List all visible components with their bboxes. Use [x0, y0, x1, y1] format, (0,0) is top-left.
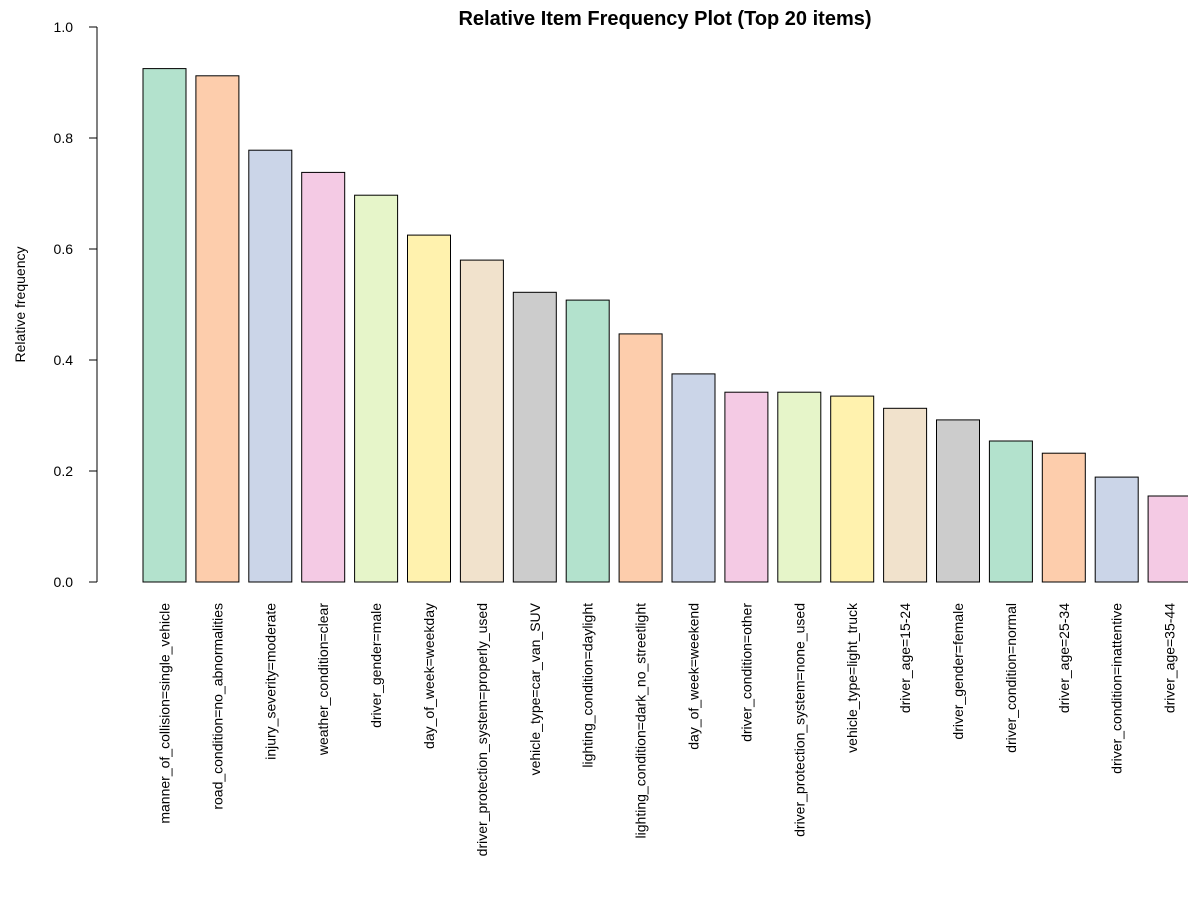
bar [565, 299, 610, 583]
x-category-label: day_of_week=weekend [686, 603, 702, 750]
x-category-label: vehicle_type=car_van_SUV [527, 602, 543, 775]
x-category-label: lighting_condition=daylight [580, 603, 596, 768]
bar [988, 440, 1033, 583]
y-tick-label: 0.6 [54, 241, 74, 257]
x-category-label: driver_gender=male [368, 603, 384, 728]
bar [1041, 452, 1086, 583]
x-category-label: driver_condition=inattentive [1109, 603, 1125, 774]
x-category-label: driver_condition=other [738, 603, 754, 742]
y-tick-label: 0.0 [54, 574, 74, 590]
bar [724, 391, 769, 583]
bar [830, 395, 875, 583]
x-category-label: driver_age=25-34 [1056, 603, 1072, 713]
bars-group [142, 68, 1188, 583]
x-category-label: day_of_week=weekday [421, 603, 437, 749]
bar [459, 259, 504, 583]
chart-title: Relative Item Frequency Plot (Top 20 ite… [458, 8, 871, 30]
y-tick-label: 1.0 [54, 19, 74, 35]
x-category-label: driver_protection_system=properly_used [474, 603, 490, 856]
bar [248, 149, 293, 583]
bar [671, 373, 716, 583]
x-category-label: driver_condition=normal [1003, 603, 1019, 753]
bar [142, 68, 187, 583]
x-category-label: driver_gender=female [950, 603, 966, 740]
bar [936, 419, 980, 583]
x-category-label: injury_severity=moderate [262, 603, 278, 760]
bar [195, 75, 240, 583]
bar [618, 333, 663, 583]
x-category-label: road_condition=no_abnormalities [209, 603, 225, 810]
bar [883, 407, 928, 583]
bar [1147, 495, 1188, 583]
x-category-label: weather_condition=clear [315, 603, 331, 756]
y-axis-label: Relative frequency [12, 247, 28, 363]
x-category-label: manner_of_collision=single_vehicle [157, 603, 173, 824]
bar [407, 234, 451, 583]
bar [777, 391, 822, 583]
y-tick-label: 0.2 [54, 463, 74, 479]
x-category-label: lighting_condition=dark_no_streetlight [633, 603, 649, 839]
y-tick-label: 0.8 [54, 130, 74, 146]
bar [354, 194, 399, 583]
y-tick-label: 0.4 [54, 352, 74, 368]
x-category-label: driver_age=15-24 [897, 603, 913, 713]
x-category-label: driver_age=35-44 [1162, 603, 1178, 713]
x-category-label: vehicle_type=light_truck [844, 602, 860, 753]
bar [1094, 476, 1139, 583]
bar [512, 291, 557, 583]
bar [301, 171, 346, 583]
category-labels-group: manner_of_collision=single_vehicle road_c… [157, 602, 1178, 856]
x-category-label: driver_protection_system=none_used [791, 603, 807, 837]
y-axis: 0.0 0.2 0.4 0.6 0.8 1.0 [54, 19, 98, 590]
